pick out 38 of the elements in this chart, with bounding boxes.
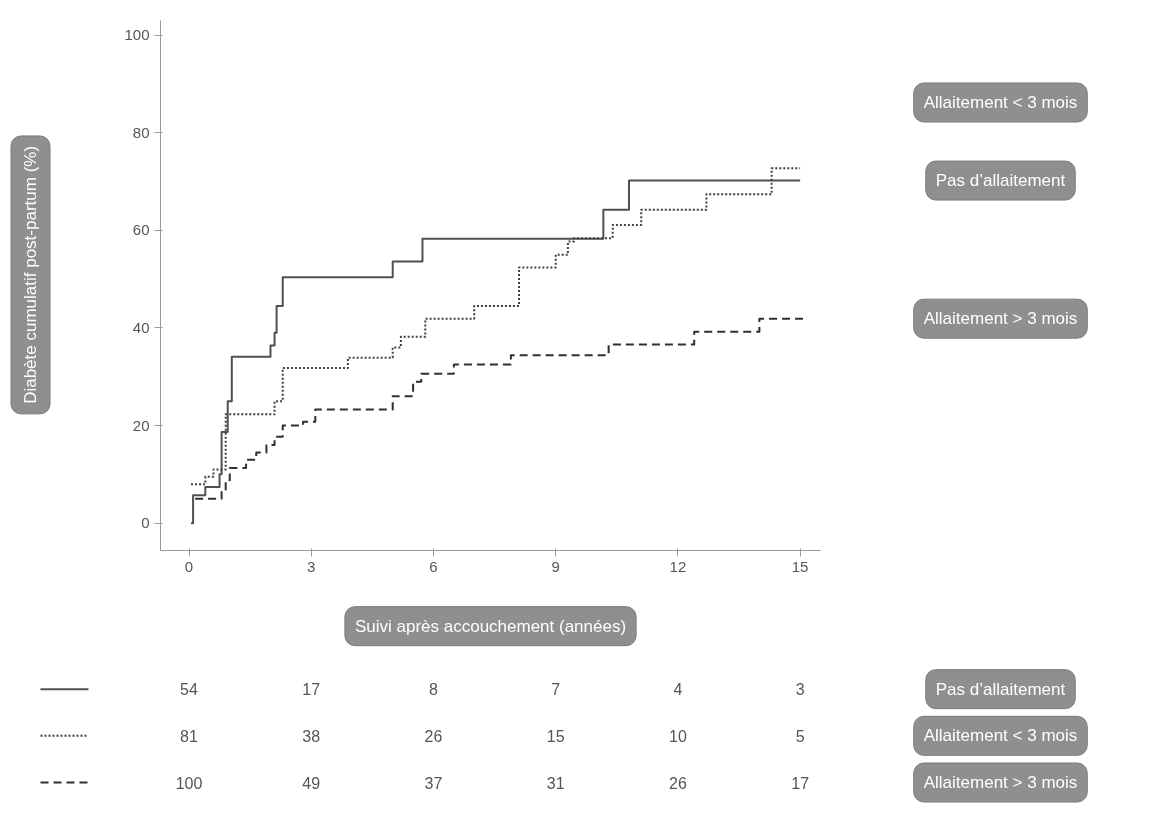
y-tick-label: 80 [132, 123, 150, 141]
x-tick-label: 6 [429, 557, 438, 575]
text: 5 [795, 727, 805, 745]
text: Allaitement > 3 mois [923, 773, 1078, 792]
x-tick-label: 9 [551, 557, 560, 575]
text: 81 [180, 727, 199, 745]
text: Pas d’allaitement [935, 679, 1066, 699]
y-tick-label: 40 [132, 318, 150, 336]
text: 8 [429, 681, 439, 699]
text: 15 [546, 727, 565, 745]
text: 17 [791, 774, 810, 792]
y-axis-title: Diabète cumulatif post-partum (%) [21, 145, 40, 404]
text: 17 [302, 681, 321, 699]
x-tick-label: 3 [307, 557, 316, 575]
text: 31 [546, 774, 565, 792]
text: 10 [669, 727, 687, 745]
x-axis-title: Suivi après accouchement (années) [354, 616, 627, 636]
text: Allaitement < 3 mois [923, 92, 1078, 112]
y-tick-label: 0 [141, 514, 150, 532]
text: 49 [302, 774, 321, 792]
text: 100 [175, 774, 203, 792]
text: 3 [795, 681, 805, 699]
y-tick-label: 100 [124, 26, 150, 44]
text: 37 [424, 774, 443, 792]
x-tick-label: 0 [184, 557, 194, 575]
y-tick-label: 20 [132, 416, 150, 434]
text: 7 [551, 681, 561, 699]
text: 38 [302, 727, 321, 745]
x-tick-label: 12 [669, 557, 687, 575]
text: Allaitement > 3 mois [923, 309, 1078, 329]
text: 26 [424, 727, 443, 745]
text: Allaitement < 3 mois [923, 726, 1078, 746]
text: 54 [180, 681, 199, 699]
text: 26 [669, 774, 687, 792]
y-tick-label: 60 [132, 221, 150, 239]
text: 4 [673, 681, 683, 699]
text: Pas d’allaitement [935, 171, 1066, 191]
x-tick-label: 15 [791, 557, 809, 575]
